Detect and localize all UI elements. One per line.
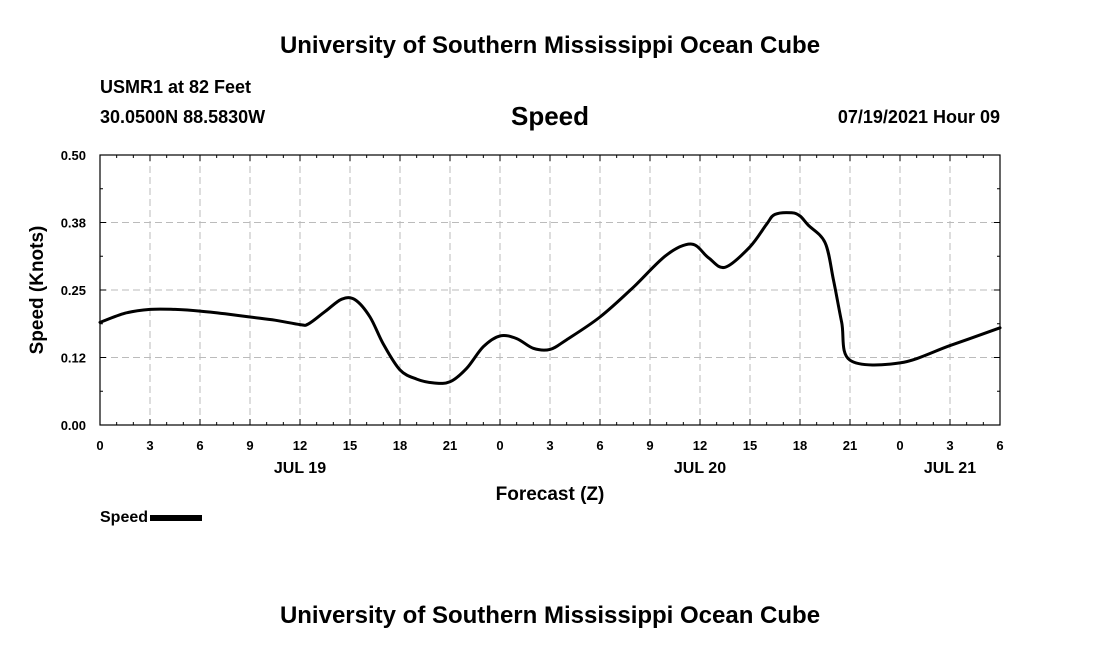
x-tick-label: 3	[546, 438, 553, 453]
x-tick-label: 9	[246, 438, 253, 453]
date-label: JUL 20	[674, 460, 726, 477]
x-tick-label: 3	[946, 438, 953, 453]
x-tick-label: 12	[293, 438, 307, 453]
x-tick-label: 6	[596, 438, 603, 453]
legend: Speed	[100, 509, 203, 527]
x-axis-label: Forecast (Z)	[496, 484, 605, 505]
location-label: 30.0500N 88.5830W	[100, 107, 266, 127]
y-tick-label: 0.50	[61, 148, 86, 163]
y-tick-label: 0.25	[61, 283, 86, 298]
speed-series-line	[98, 211, 1002, 385]
date-label: JUL 21	[924, 460, 976, 477]
x-tick-label: 6	[996, 438, 1003, 453]
grid-lines	[100, 155, 1000, 425]
x-tick-label: 12	[693, 438, 707, 453]
x-tick-label: 3	[146, 438, 153, 453]
x-tick-label: 0	[496, 438, 503, 453]
x-tick-label: 0	[96, 438, 103, 453]
bottom-title: University of Southern Mississippi Ocean…	[279, 602, 821, 629]
y-tick-label: 0.00	[61, 418, 86, 433]
y-tick-label: 0.12	[61, 351, 86, 366]
x-tick-label: 6	[196, 438, 203, 453]
x-tick-label: 21	[443, 438, 457, 453]
y-tick-label: 0.38	[61, 216, 86, 231]
legend-swatch	[150, 514, 203, 521]
x-tick-label: 9	[646, 438, 653, 453]
x-tick-label: 15	[343, 438, 357, 453]
x-tick-label: 18	[793, 438, 807, 453]
x-tick-label: 0	[896, 438, 903, 453]
datetime-label: 07/19/2021 Hour 09	[837, 107, 1000, 127]
chart-title: Speed	[510, 101, 590, 131]
x-tick-label: 15	[743, 438, 757, 453]
y-axis-label: Speed (Knots)	[27, 226, 48, 355]
x-tick-label: 18	[393, 438, 407, 453]
axis-ticks: 0 3 6 9 12 15 18 21 0 3 6 9 12 15 18 21 0 3 6 0.00 0.12 0.25 0…	[61, 148, 1004, 477]
top-title: University of Southern Mississippi Ocean…	[279, 32, 821, 59]
x-tick-label: 21	[843, 438, 857, 453]
legend-label: Speed	[100, 509, 149, 526]
date-label: JUL 19	[274, 460, 326, 477]
station-label: USMR1 at 82 Feet	[100, 77, 252, 97]
